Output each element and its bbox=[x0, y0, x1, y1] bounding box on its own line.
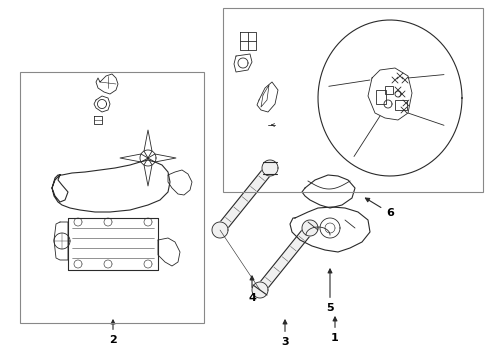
Text: 2: 2 bbox=[109, 320, 117, 345]
Polygon shape bbox=[256, 225, 314, 293]
Bar bbox=[385, 86, 393, 94]
Bar bbox=[20, 72, 204, 323]
Text: 1: 1 bbox=[331, 317, 339, 343]
Polygon shape bbox=[252, 282, 268, 298]
Bar bbox=[223, 8, 483, 192]
Polygon shape bbox=[216, 165, 274, 233]
Polygon shape bbox=[302, 220, 318, 236]
Text: 3: 3 bbox=[281, 320, 289, 347]
Text: 4: 4 bbox=[248, 276, 256, 303]
Text: 5: 5 bbox=[326, 269, 334, 313]
Bar bbox=[395, 100, 407, 110]
Text: 6: 6 bbox=[366, 198, 394, 218]
Bar bbox=[376, 90, 386, 104]
Polygon shape bbox=[262, 160, 278, 176]
Polygon shape bbox=[212, 222, 228, 238]
